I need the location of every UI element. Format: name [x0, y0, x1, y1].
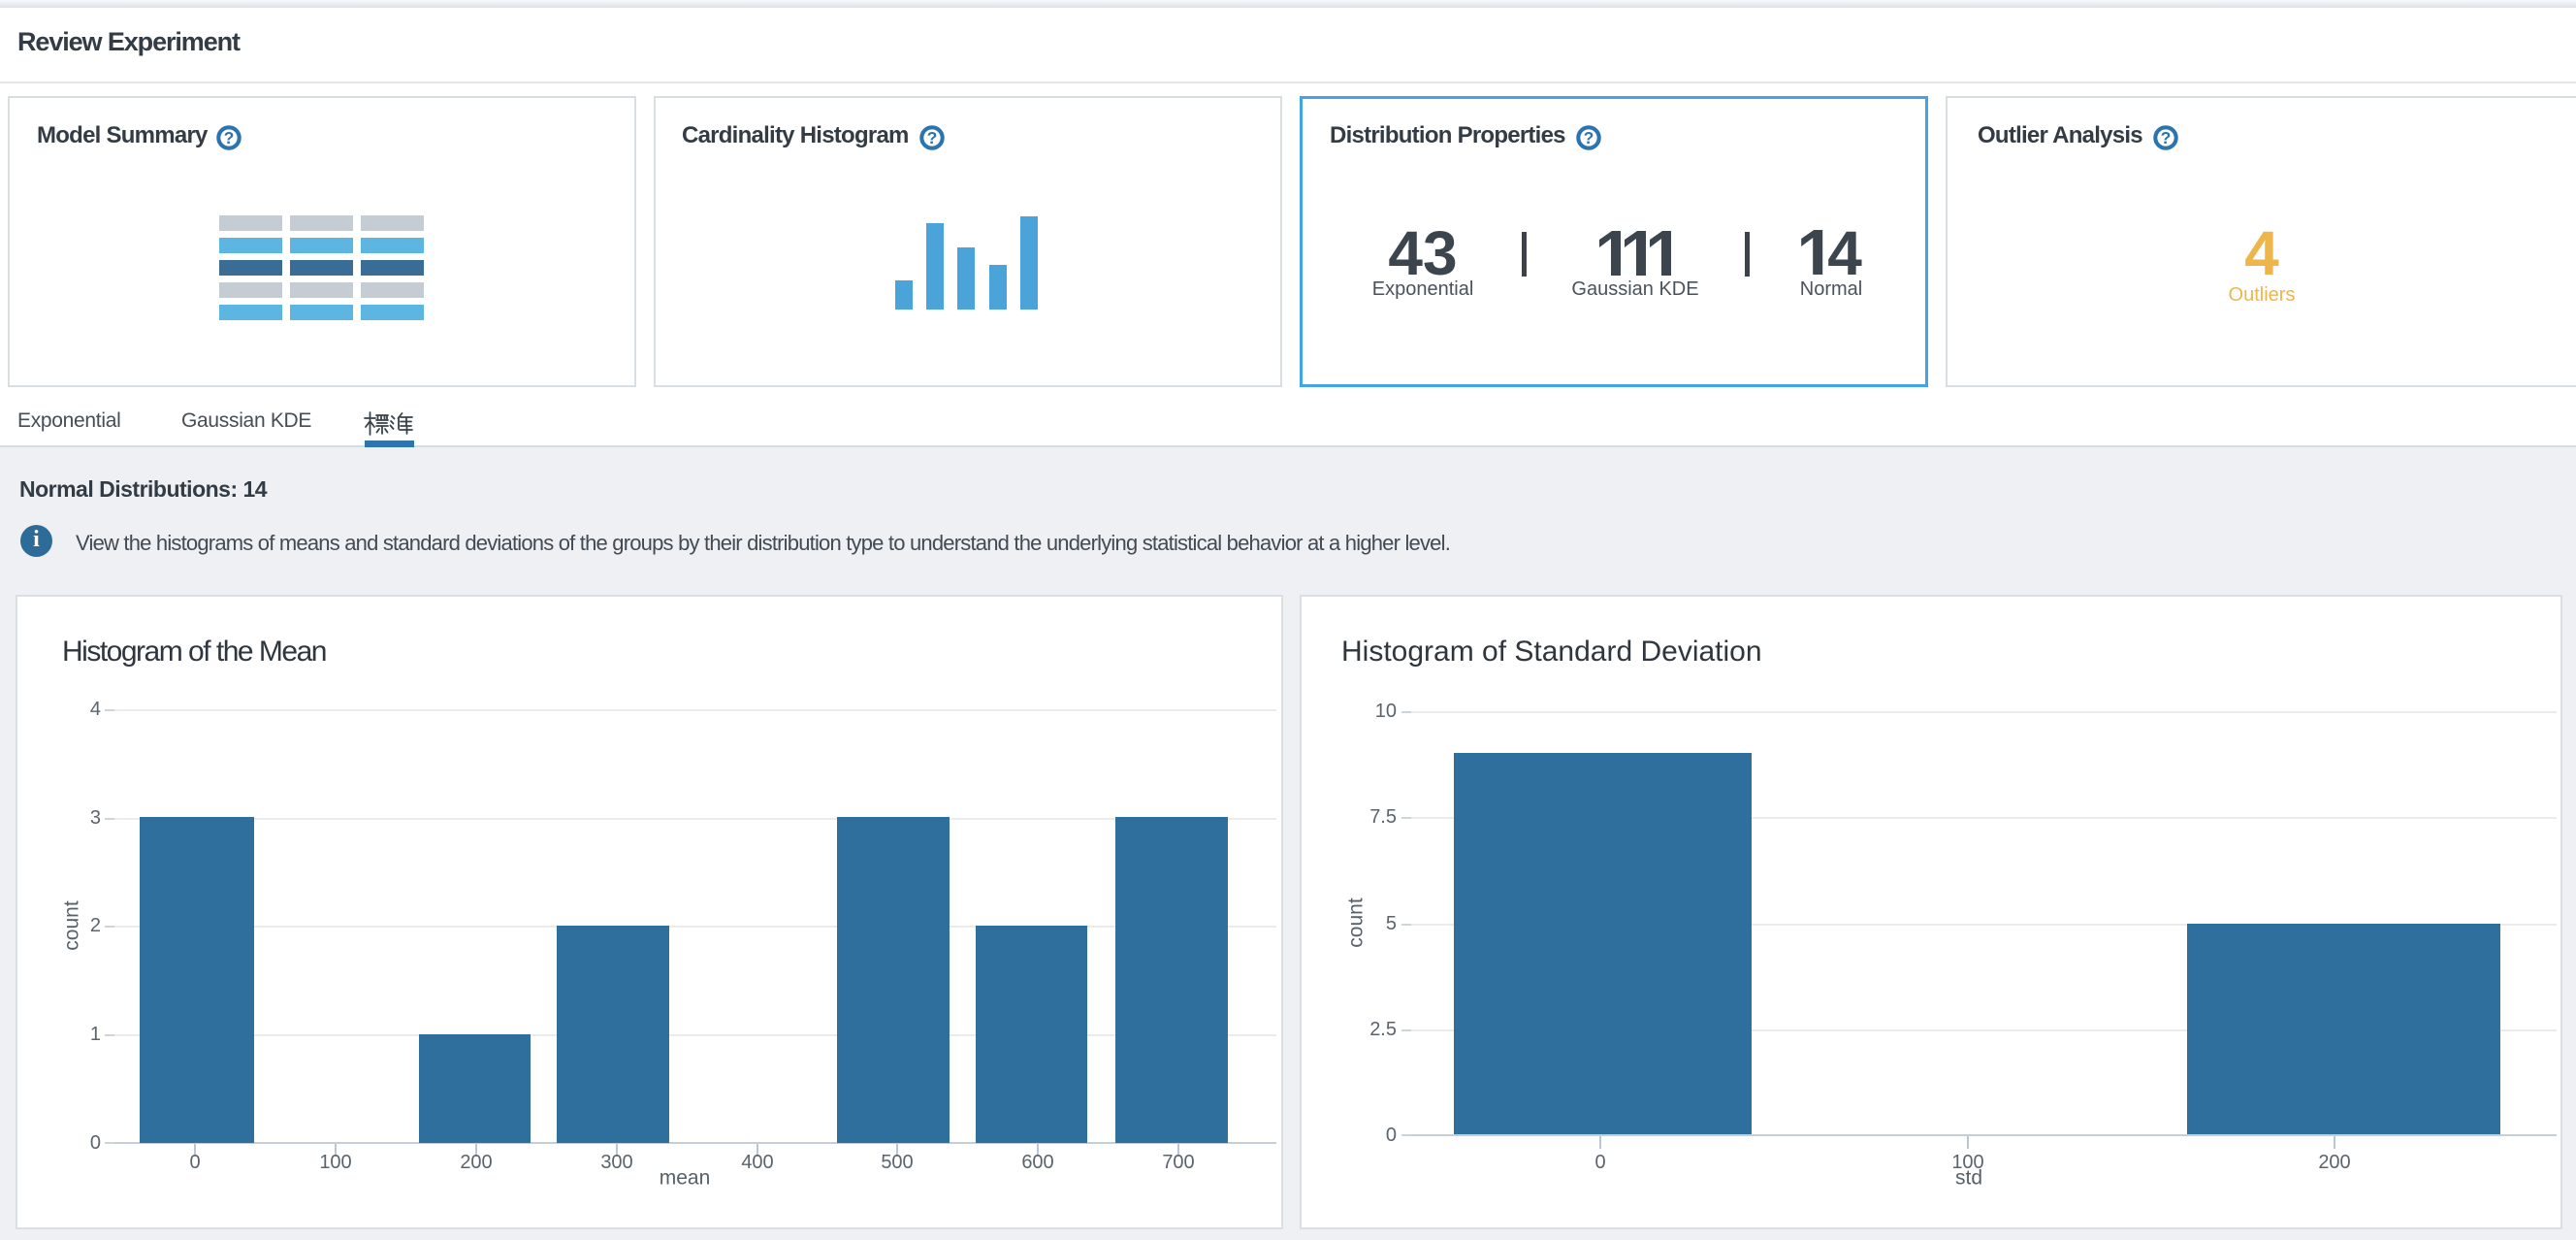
svg-text:?: ? [1584, 128, 1594, 147]
svg-text:?: ? [927, 128, 938, 147]
svg-text:?: ? [224, 128, 235, 147]
svg-text:?: ? [2161, 128, 2172, 147]
